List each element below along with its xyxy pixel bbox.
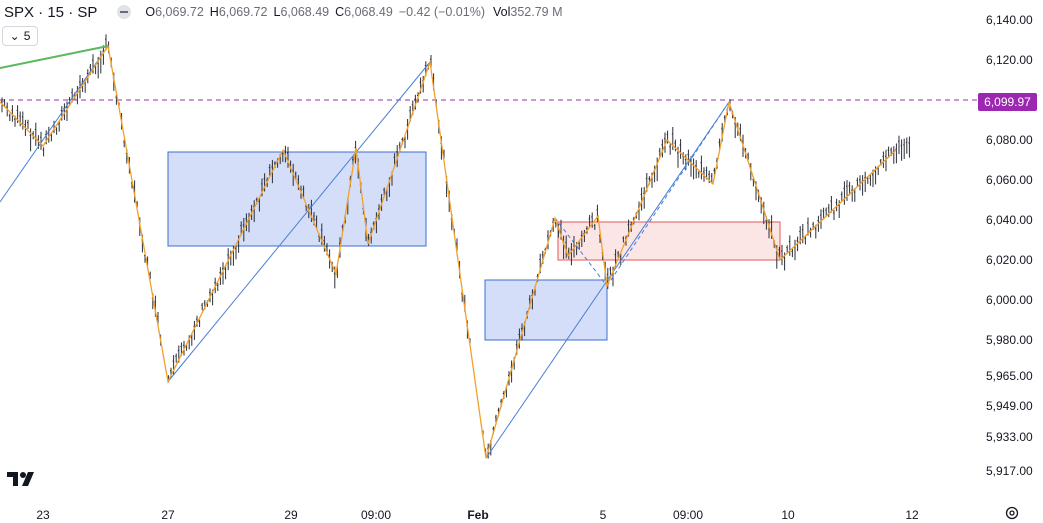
high-value: H6,069.72: [209, 5, 268, 19]
x-axis-label: Feb: [467, 508, 488, 522]
y-axis-label: 5,965.00: [986, 369, 1033, 383]
interval-selector[interactable]: ⌄ 5: [2, 26, 38, 46]
x-axis-label: 09:00: [361, 508, 391, 522]
tradingview-logo-icon[interactable]: [7, 470, 39, 488]
x-axis-label: 09:00: [673, 508, 703, 522]
y-axis-label: 5,949.00: [986, 399, 1033, 413]
low-value: L6,068.49: [273, 5, 330, 19]
x-axis-label: 5: [600, 508, 607, 522]
y-axis-label: 5,917.00: [986, 464, 1033, 478]
zone-rectangle: [557, 221, 781, 261]
settings-gear-icon[interactable]: [1004, 505, 1020, 521]
x-axis-label: 10: [781, 508, 795, 522]
x-axis-label: 29: [284, 508, 298, 522]
trend-line-blue: [167, 61, 431, 382]
y-axis-label: 6,060.00: [986, 173, 1033, 187]
trend-line-blue-dashed: [554, 217, 608, 287]
x-axis-label: 12: [905, 508, 919, 522]
symbol-title[interactable]: SPX · 15 · SP: [4, 3, 98, 21]
y-axis-label: 6,140.00: [986, 13, 1033, 27]
y-axis-label: 6,040.00: [986, 213, 1033, 227]
y-axis-label: 6,000.00: [986, 293, 1033, 307]
y-axis-label: 6,080.00: [986, 133, 1033, 147]
legend: SPX · 15 · SP O6,069.72 H6,069.72 L6,068…: [4, 3, 569, 21]
zigzag-line: [0, 44, 897, 459]
trend-line-blue: [0, 45, 109, 203]
zone-rectangle: [484, 279, 608, 341]
y-axis-label: 6,120.00: [986, 53, 1033, 67]
trend-line-blue-dashed: [606, 101, 730, 287]
volume-value: Vol352.79 M: [492, 5, 563, 19]
chevron-down-icon: ⌄: [9, 29, 20, 43]
x-axis-label: 27: [161, 508, 175, 522]
y-axis-label: 6,020.00: [986, 253, 1033, 267]
hide-legend-icon[interactable]: [117, 5, 132, 19]
x-axis-label: 23: [36, 508, 50, 522]
open-value: O6,069.72: [145, 5, 204, 19]
y-axis-label: 5,933.00: [986, 430, 1033, 444]
y-axis-label: 5,980.00: [986, 333, 1033, 347]
change-value: −0.42 (−0.01%): [398, 5, 485, 19]
interval-value: 5: [23, 29, 31, 43]
close-value: C6,068.49: [335, 5, 393, 19]
level-price-tag: 6,099.97: [978, 93, 1037, 111]
trend-line-green: [0, 45, 109, 69]
